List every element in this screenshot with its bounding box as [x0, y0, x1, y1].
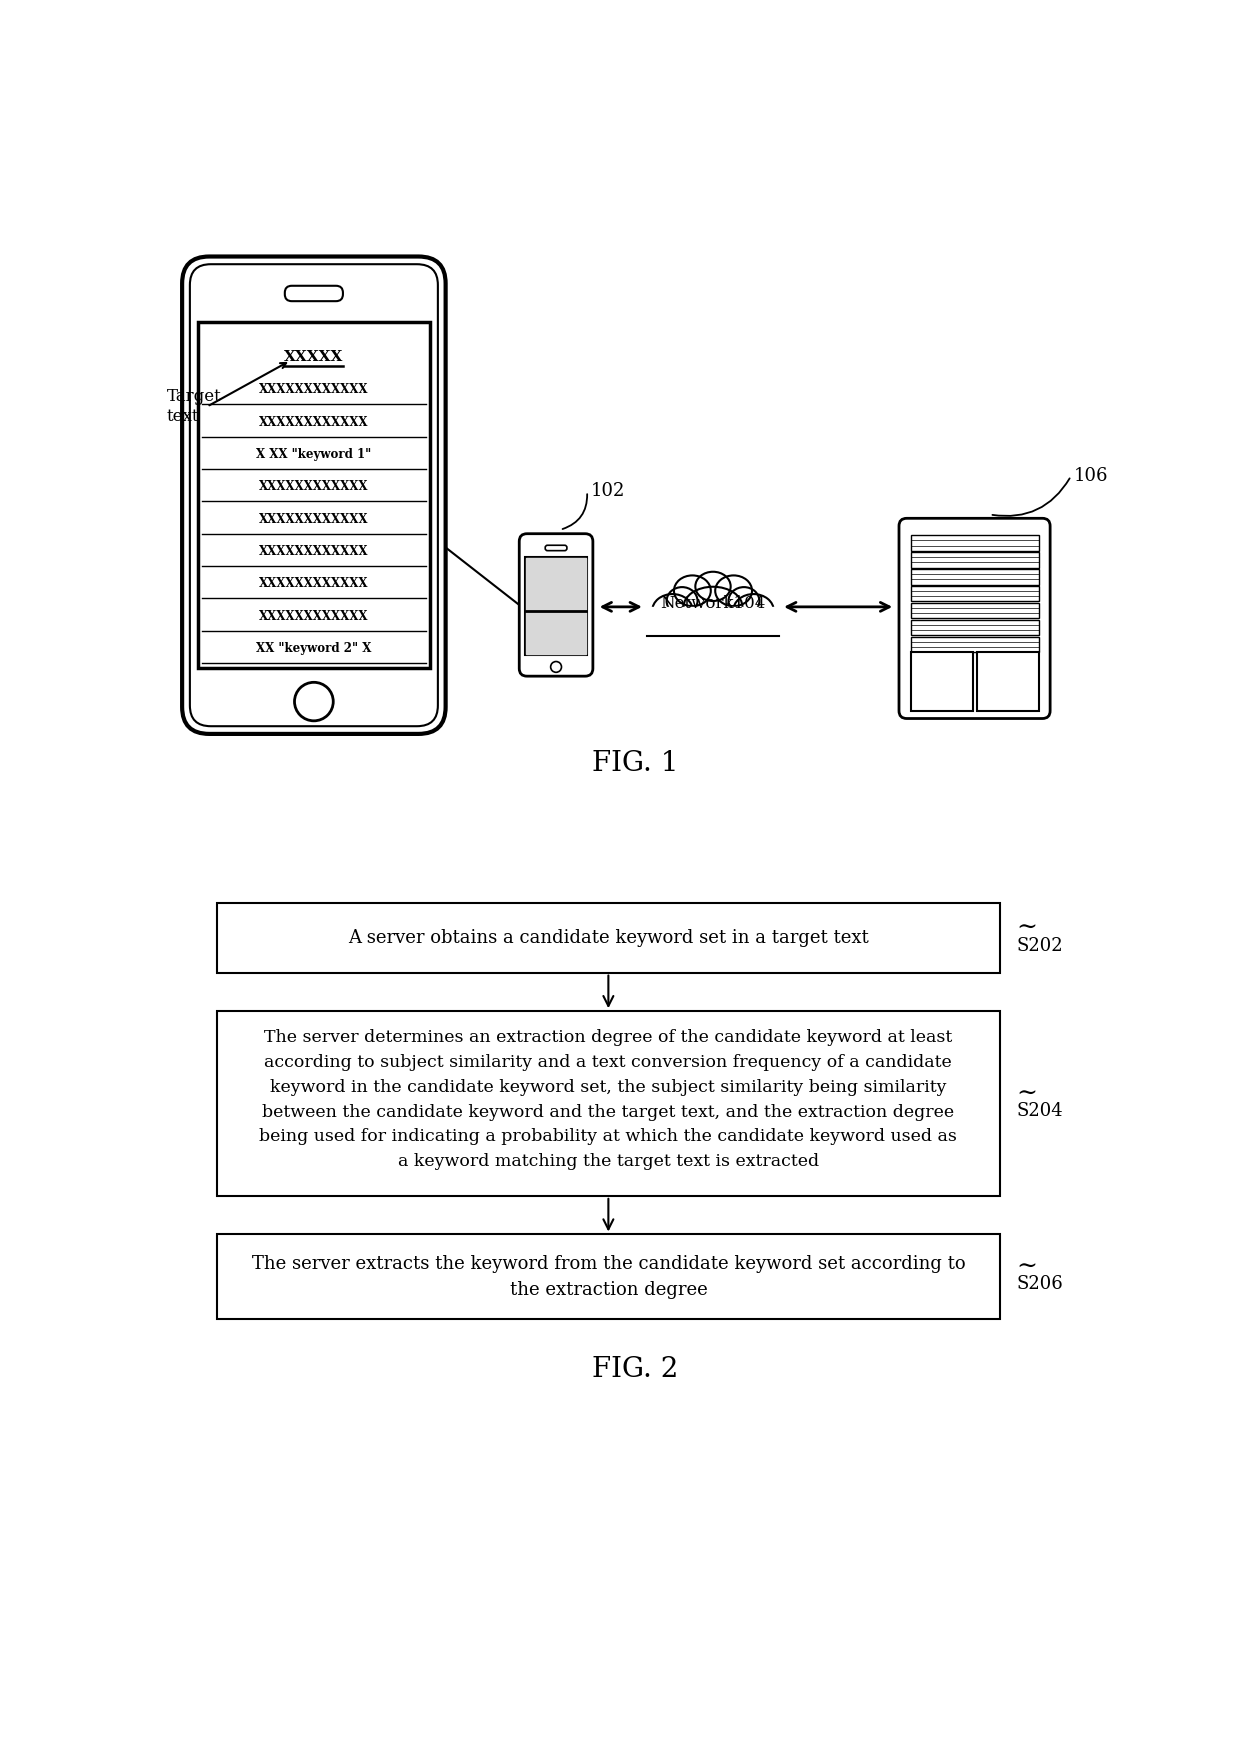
Text: A server obtains a candidate keyword set in a target text: A server obtains a candidate keyword set… — [348, 929, 869, 946]
FancyBboxPatch shape — [899, 519, 1050, 718]
Text: The server extracts the keyword from the candidate keyword set according to
the : The server extracts the keyword from the… — [252, 1254, 965, 1298]
Bar — [910, 552, 1039, 568]
Text: XXXXXXXXXXXX: XXXXXXXXXXXX — [259, 577, 368, 591]
Text: S206: S206 — [1016, 1275, 1063, 1293]
Text: XXXXXXXXXXXX: XXXXXXXXXXXX — [259, 512, 368, 526]
Text: X XX "keyword 1": X XX "keyword 1" — [257, 449, 372, 461]
Ellipse shape — [652, 595, 693, 626]
Text: XXXXXXXXXXXX: XXXXXXXXXXXX — [259, 545, 368, 558]
FancyBboxPatch shape — [520, 533, 593, 675]
Text: Target
text: Target text — [166, 389, 222, 426]
Text: Network104: Network104 — [661, 595, 765, 612]
Bar — [910, 535, 1039, 551]
Bar — [910, 637, 1039, 653]
Bar — [910, 570, 1039, 584]
Text: FIG. 1: FIG. 1 — [593, 749, 678, 777]
Text: XX "keyword 2" X: XX "keyword 2" X — [257, 642, 372, 654]
Ellipse shape — [675, 575, 711, 607]
Ellipse shape — [667, 588, 698, 616]
Text: ∼: ∼ — [1016, 1256, 1037, 1279]
Bar — [526, 558, 587, 654]
Text: XXXXXXXXXXXX: XXXXXXXXXXXX — [259, 383, 368, 396]
Text: XXXXXXXXXXXX: XXXXXXXXXXXX — [259, 610, 368, 623]
Ellipse shape — [733, 595, 774, 626]
Bar — [217, 904, 999, 973]
FancyBboxPatch shape — [546, 545, 567, 551]
Text: 102: 102 — [591, 482, 625, 500]
FancyBboxPatch shape — [182, 257, 445, 734]
Ellipse shape — [715, 575, 751, 607]
Bar — [197, 322, 430, 668]
Ellipse shape — [696, 572, 730, 602]
Bar — [910, 586, 1039, 602]
Text: XXXXXXXXXXXX: XXXXXXXXXXXX — [259, 480, 368, 493]
Bar — [217, 1011, 999, 1196]
Bar — [910, 619, 1039, 635]
Ellipse shape — [683, 588, 743, 626]
Text: 106: 106 — [1074, 466, 1107, 485]
Bar — [977, 653, 1039, 711]
Text: XXXXXXXXXXXX: XXXXXXXXXXXX — [259, 415, 368, 429]
Text: FIG. 2: FIG. 2 — [593, 1356, 678, 1383]
Text: ∼: ∼ — [1016, 1084, 1037, 1106]
FancyBboxPatch shape — [190, 264, 438, 726]
Text: S204: S204 — [1016, 1103, 1063, 1120]
Ellipse shape — [728, 588, 759, 616]
Text: S202: S202 — [1016, 936, 1063, 955]
Bar — [910, 603, 1039, 619]
Text: XXXXX: XXXXX — [284, 350, 343, 364]
Bar — [217, 1235, 999, 1319]
Bar — [526, 558, 585, 654]
Bar — [910, 653, 972, 711]
Bar — [647, 607, 779, 637]
FancyBboxPatch shape — [285, 285, 343, 301]
Text: ∼: ∼ — [1016, 916, 1037, 941]
Text: The server determines an extraction degree of the candidate keyword at least
acc: The server determines an extraction degr… — [259, 1029, 957, 1170]
